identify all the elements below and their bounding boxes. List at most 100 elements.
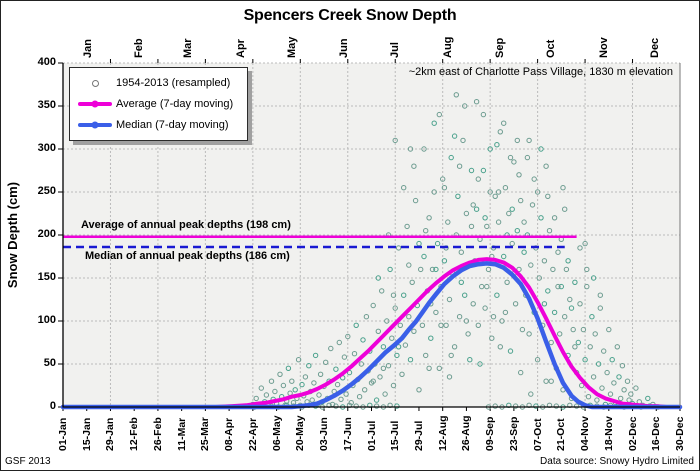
y-tick-label: 200: [37, 228, 56, 240]
scatter-point: [440, 176, 446, 182]
scatter-point: [502, 185, 509, 191]
scatter-point: [268, 378, 275, 384]
scatter-point: [584, 266, 590, 273]
scatter-point: [550, 266, 556, 273]
scatter-point: [390, 382, 397, 389]
scatter-point: [506, 210, 512, 217]
scatter-point: [557, 331, 563, 337]
scatter-point: [316, 392, 322, 398]
scatter-point: [609, 357, 615, 363]
scatter-point: [572, 344, 578, 350]
scatter-point: [394, 352, 400, 359]
scatter-point: [390, 292, 397, 298]
scatter-point: [436, 111, 442, 118]
scatter-point: [470, 202, 476, 208]
legend-label-average: Average (7-day moving): [116, 98, 234, 110]
scatter-point: [312, 352, 319, 359]
scatter-point: [426, 215, 432, 221]
scatter-point: [379, 288, 385, 294]
scatter-point: [418, 266, 424, 273]
scatter-point: [395, 344, 402, 350]
legend-marker-cell: [74, 79, 116, 87]
vertical-gridlines: [109, 63, 634, 407]
scatter-point: [285, 365, 292, 371]
scatter-point: [524, 154, 531, 161]
scatter-point: [582, 240, 588, 247]
scatter-point: [534, 189, 541, 195]
scatter-point: [501, 120, 507, 126]
scatter-point: [468, 167, 475, 174]
scatter-point: [395, 245, 402, 251]
scatter-point: [345, 333, 351, 340]
x-tick-label: 04-Nov: [579, 415, 592, 451]
scatter-point: [384, 318, 390, 324]
x-tick-label: 07-Oct: [531, 418, 544, 451]
scatter-point: [253, 395, 259, 402]
scatter-point: [431, 120, 437, 126]
scatter-point: [289, 378, 295, 384]
scatter-point: [272, 388, 278, 395]
x-tick-label: 20-May: [294, 415, 307, 451]
scatter-point: [295, 357, 302, 363]
x-tick-label: 01-Jul: [365, 420, 378, 451]
scatter-point: [558, 283, 564, 290]
scatter-point: [484, 283, 490, 290]
scatter-point: [434, 240, 441, 247]
scatter-point: [572, 279, 578, 285]
scatter-point: [375, 275, 381, 281]
x-tick-label: 21-Oct: [555, 418, 568, 451]
x-tick-label: 26-Aug: [460, 415, 473, 451]
scatter-point: [389, 335, 395, 341]
month-label: May: [285, 36, 298, 58]
scatter-point: [545, 288, 551, 294]
scatter-point: [407, 357, 414, 363]
scatter-point: [487, 146, 493, 152]
scatter-point: [480, 111, 487, 118]
scatter-point: [377, 374, 383, 380]
scatter-point: [597, 305, 603, 311]
month-label: Nov: [597, 37, 610, 58]
scatter-point: [585, 394, 592, 400]
scatter-point: [416, 387, 422, 393]
scatter-point: [495, 219, 502, 225]
scatter-point: [545, 193, 551, 200]
scatter-point: [460, 137, 466, 144]
scatter-point: [490, 314, 497, 320]
scatter-point: [551, 215, 558, 221]
scatter-point: [341, 354, 348, 360]
scatter-point: [492, 193, 498, 200]
scatter-point: [541, 301, 548, 307]
scatter-point: [463, 210, 470, 217]
scatter-point: [443, 322, 449, 328]
scatter-point: [451, 344, 458, 350]
scatter-point: [419, 322, 426, 328]
scatter-point: [475, 176, 481, 182]
scatter-point: [526, 137, 532, 144]
legend-label-median: Median (7-day moving): [116, 119, 229, 131]
scatter-point: [358, 361, 364, 367]
scatter-point: [333, 403, 339, 409]
x-tick-label: 18-Nov: [602, 415, 615, 451]
scatter-point: [433, 309, 439, 316]
scatter-point: [580, 326, 587, 333]
scatter-point: [607, 391, 614, 397]
scatter-point: [411, 163, 417, 169]
x-tick-label: 26-Feb: [151, 417, 164, 451]
scatter-point: [509, 206, 515, 212]
scatter-point: [548, 378, 554, 384]
scatter-point: [385, 363, 392, 369]
scatter-point: [399, 371, 405, 377]
scatter-point: [529, 202, 536, 208]
scatter-point: [456, 163, 463, 169]
scatter-point: [280, 382, 287, 389]
scatter-point: [423, 352, 429, 359]
scatter-point: [475, 322, 481, 328]
scatter-point: [455, 193, 461, 200]
scatter-point: [370, 378, 376, 384]
x-tick-label: 23-Sep: [507, 416, 520, 451]
scatter-point: [462, 103, 468, 109]
scatter-point: [299, 381, 305, 388]
scatter-point: [426, 365, 432, 371]
x-tick-label: 03-Jun: [318, 417, 331, 451]
